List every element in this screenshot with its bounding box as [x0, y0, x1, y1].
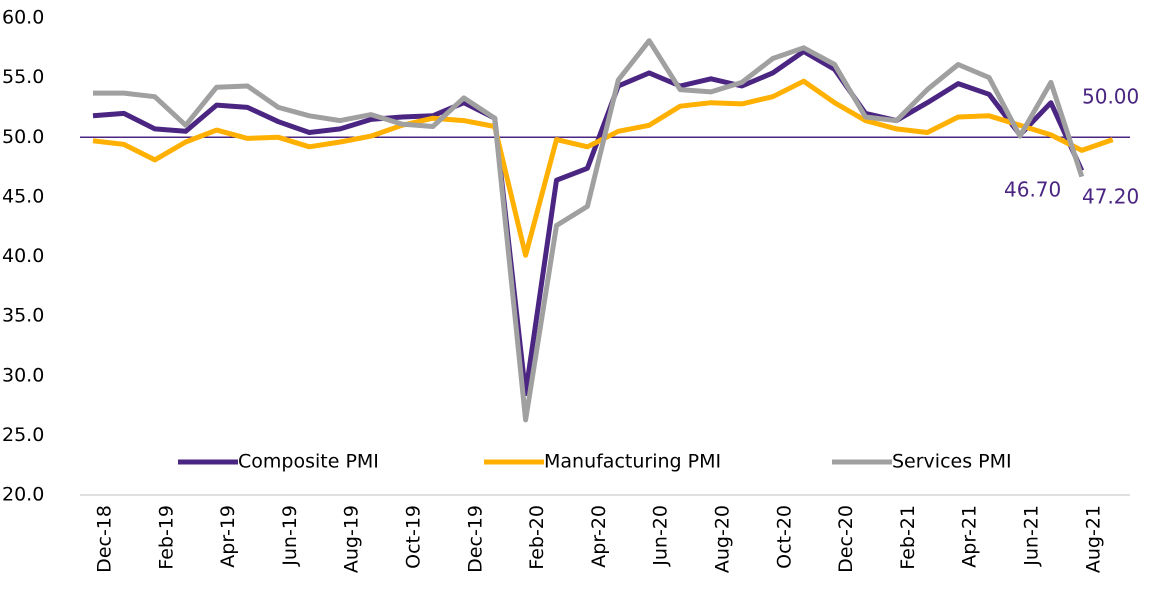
- legend-label: Services PMI: [892, 451, 1012, 473]
- x-tick-label: Feb-21: [897, 505, 919, 570]
- annotation: 50.00: [1082, 85, 1139, 109]
- x-tick-label: Oct-19: [403, 505, 425, 569]
- x-tick-label: Aug-20: [712, 505, 734, 573]
- x-tick-label: Apr-20: [588, 505, 610, 568]
- y-tick-label: 20.0: [2, 484, 44, 506]
- x-tick-label: Aug-19: [341, 505, 363, 573]
- y-tick-label: 45.0: [2, 185, 44, 207]
- x-tick-label: Feb-20: [526, 505, 548, 570]
- x-tick-label: Apr-21: [959, 505, 981, 568]
- x-tick-label: Dec-19: [464, 505, 486, 573]
- x-tick-label: Aug-21: [1082, 505, 1104, 573]
- x-tick-label: Jun-21: [1021, 505, 1043, 567]
- series-line: [92, 48, 1085, 397]
- y-tick-label: 60.0: [2, 7, 44, 29]
- annotation: 47.20: [1082, 185, 1139, 209]
- legend-label: Composite PMI: [238, 451, 379, 473]
- y-tick-label: 50.0: [2, 126, 44, 148]
- x-tick-label: Oct-20: [773, 505, 795, 569]
- annotation: 46.70: [1004, 178, 1061, 202]
- y-tick-label: 30.0: [2, 364, 44, 386]
- y-tick-label: 55.0: [2, 66, 44, 88]
- x-tick-label: Jun-19: [279, 505, 301, 567]
- y-tick-label: 25.0: [2, 424, 44, 446]
- y-tick-label: 35.0: [2, 305, 44, 327]
- y-tick-label: 40.0: [2, 245, 44, 267]
- x-tick-label: Feb-19: [155, 505, 177, 570]
- x-tick-label: Dec-18: [94, 505, 116, 573]
- series-line: [93, 38, 1085, 423]
- x-tick-label: Dec-20: [835, 505, 857, 573]
- x-tick-label: Apr-19: [217, 505, 239, 568]
- legend-label: Manufacturing PMI: [544, 451, 721, 473]
- x-tick-label: Jun-20: [650, 505, 672, 567]
